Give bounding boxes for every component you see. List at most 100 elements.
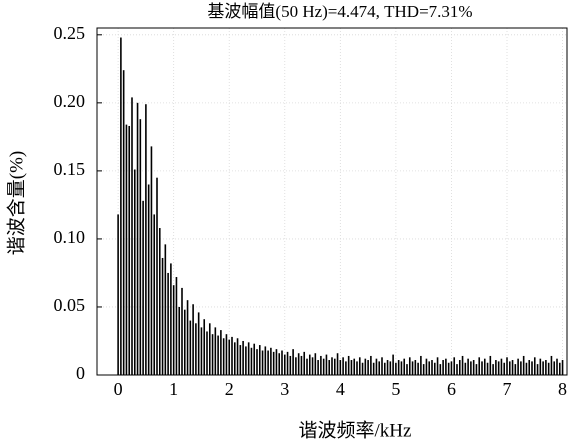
bar — [125, 124, 128, 375]
bar — [239, 345, 242, 375]
bar — [395, 362, 397, 375]
y-axis-label: 谐波含量(%) — [5, 151, 27, 255]
bar — [467, 358, 469, 375]
bar — [303, 351, 306, 375]
bar — [425, 358, 428, 375]
bar — [297, 353, 300, 375]
bar — [181, 287, 183, 375]
x-tick-label: 1 — [169, 379, 178, 399]
bar — [220, 330, 222, 375]
y-tick-label: 0.25 — [54, 23, 86, 43]
bar — [120, 37, 122, 376]
bar — [311, 357, 314, 375]
bar — [503, 362, 506, 375]
bar — [317, 360, 319, 375]
bar — [486, 362, 489, 375]
bar — [147, 184, 150, 375]
bar — [361, 362, 364, 375]
y-tick-label: 0.20 — [54, 91, 86, 111]
y-tick-label: 0.10 — [54, 227, 86, 247]
bar — [289, 355, 292, 375]
bar — [275, 349, 278, 375]
x-axis-label: 谐波频率/kHz — [299, 419, 412, 441]
bar — [133, 169, 136, 375]
bar — [342, 357, 344, 375]
bar — [136, 102, 139, 375]
bar — [403, 358, 406, 375]
bar — [150, 146, 153, 375]
bar — [383, 362, 386, 375]
bar — [175, 277, 178, 375]
bar — [247, 342, 250, 375]
bar — [142, 200, 144, 375]
bar — [253, 343, 256, 375]
bar — [539, 358, 542, 375]
bar — [406, 364, 408, 375]
bar — [458, 360, 461, 375]
bar — [117, 214, 119, 375]
bar — [445, 358, 447, 375]
bar — [520, 361, 522, 375]
bar — [389, 361, 392, 375]
bar — [339, 360, 342, 375]
x-tick-label: 3 — [280, 379, 289, 399]
bar — [439, 364, 442, 375]
bar — [258, 345, 261, 375]
bar — [264, 346, 267, 375]
bar — [545, 360, 547, 375]
bar — [431, 360, 433, 375]
bar — [145, 104, 147, 375]
bar — [428, 361, 431, 375]
bar — [553, 361, 556, 375]
bar — [453, 357, 456, 375]
bar — [272, 351, 275, 375]
bar — [397, 360, 400, 375]
bar — [528, 360, 531, 375]
bar — [508, 361, 511, 375]
bar — [358, 357, 361, 375]
bar — [450, 361, 453, 375]
bar — [347, 355, 350, 375]
bar — [183, 309, 186, 375]
bar — [400, 361, 403, 375]
bar — [286, 351, 289, 375]
bar — [492, 364, 494, 375]
bar — [256, 349, 258, 375]
bar — [278, 353, 281, 375]
y-tick-label: 0.05 — [54, 295, 86, 315]
bar — [236, 338, 239, 375]
bar — [517, 358, 519, 375]
bar — [195, 323, 197, 375]
bar — [300, 355, 303, 375]
bar — [270, 347, 272, 375]
x-tick-label: 8 — [558, 379, 567, 399]
bar — [497, 361, 500, 375]
bar — [283, 354, 286, 375]
bar — [456, 364, 458, 375]
bar — [522, 355, 525, 375]
bar — [483, 358, 486, 375]
bar — [500, 358, 503, 375]
bar — [267, 350, 269, 375]
bar — [408, 357, 411, 375]
bar — [561, 360, 564, 375]
bar — [281, 350, 283, 375]
bar — [208, 323, 211, 375]
bar — [345, 361, 347, 375]
x-tick-label: 0 — [114, 379, 123, 399]
x-tick-label: 5 — [391, 379, 400, 399]
bar — [433, 362, 436, 375]
bar — [531, 361, 533, 375]
bar — [375, 358, 378, 375]
bar — [233, 342, 236, 375]
bar — [475, 364, 478, 375]
bar — [122, 70, 125, 375]
bar — [214, 327, 217, 375]
bar — [336, 353, 339, 375]
x-tick-label: 4 — [336, 379, 345, 399]
bar — [489, 355, 492, 375]
bar — [356, 361, 358, 375]
bar — [372, 362, 375, 375]
bar — [164, 244, 167, 375]
